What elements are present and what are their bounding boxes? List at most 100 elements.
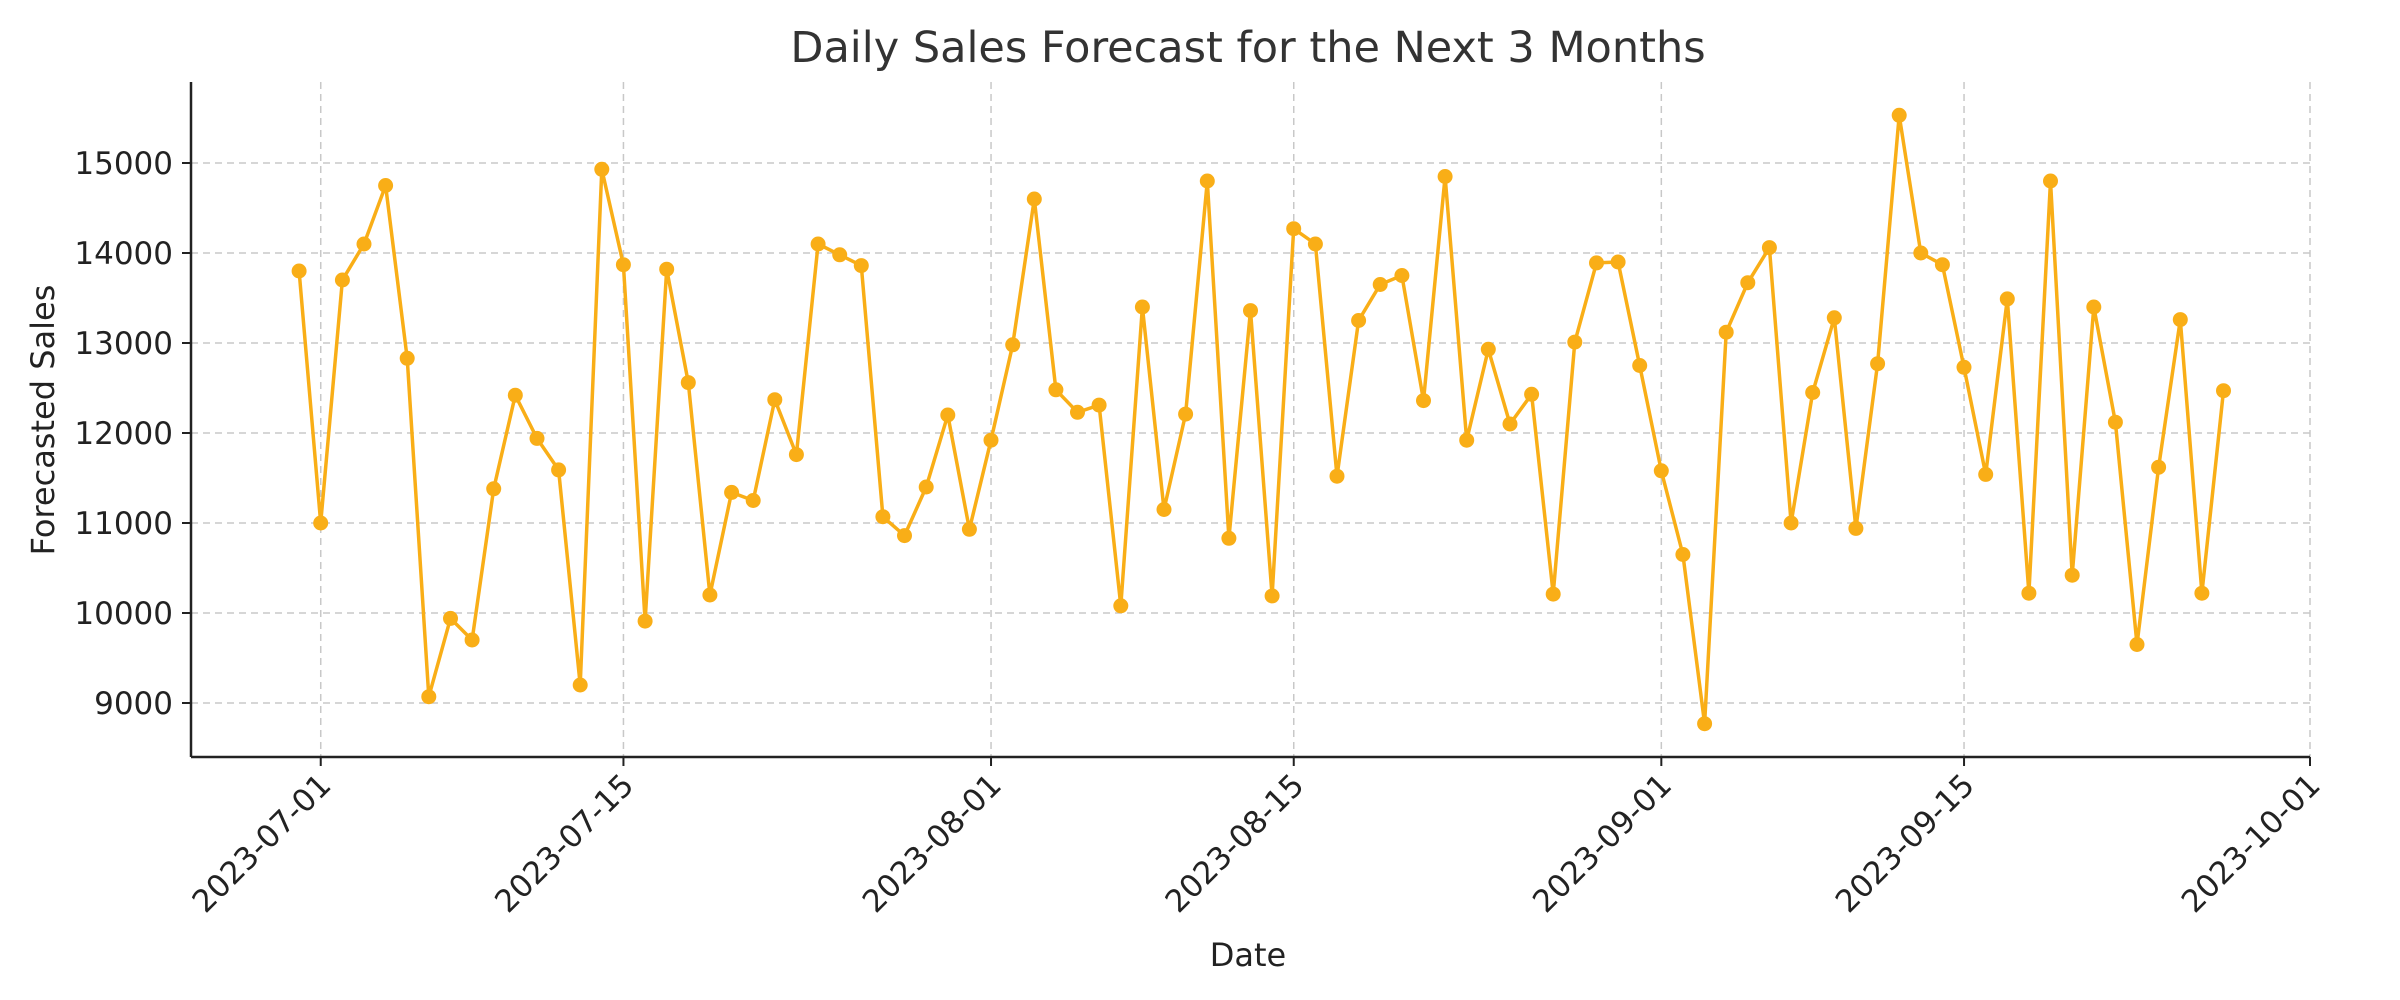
data-point xyxy=(1091,397,1107,413)
data-point xyxy=(1178,406,1194,422)
data-point xyxy=(1675,547,1691,562)
data-point xyxy=(680,375,696,391)
data-point xyxy=(1978,466,1994,482)
data-point xyxy=(1113,598,1129,614)
data-point xyxy=(615,257,631,273)
y-tick-label: 13000 xyxy=(74,326,173,362)
data-point xyxy=(853,258,869,274)
data-point xyxy=(1329,468,1345,484)
data-point xyxy=(421,689,437,705)
series-layer xyxy=(291,107,2231,732)
data-point xyxy=(1156,502,1172,517)
data-point xyxy=(1394,268,1410,283)
data-point xyxy=(399,350,415,366)
data-point xyxy=(1524,386,1540,402)
data-point xyxy=(1697,716,1713,732)
data-point xyxy=(1005,337,1021,353)
data-point xyxy=(2086,299,2102,315)
data-point xyxy=(1264,588,1280,604)
data-point xyxy=(1848,520,1864,536)
series-line xyxy=(297,113,2226,726)
data-point xyxy=(2172,312,2188,328)
data-point xyxy=(1891,107,1907,123)
data-point xyxy=(702,587,718,603)
data-point xyxy=(2107,414,2123,430)
data-point xyxy=(1783,515,1799,531)
data-point xyxy=(551,462,567,478)
data-point xyxy=(594,161,610,177)
data-point xyxy=(724,484,740,500)
data-point xyxy=(1740,275,1756,291)
x-tick-label: 2023-10-01 xyxy=(2175,767,2328,920)
data-point xyxy=(1199,173,1215,189)
data-point xyxy=(1372,277,1388,292)
data-point xyxy=(486,481,502,497)
data-point xyxy=(940,407,956,423)
data-point xyxy=(1934,257,1950,273)
data-point xyxy=(378,178,394,193)
data-point xyxy=(1632,358,1648,373)
data-point xyxy=(788,447,804,463)
data-point xyxy=(334,272,350,288)
y-tick-label: 10000 xyxy=(74,596,173,632)
data-point xyxy=(1286,221,1302,237)
data-point xyxy=(2216,383,2231,399)
y-tick-label: 11000 xyxy=(74,506,173,542)
data-point xyxy=(1351,313,1367,328)
y-tick-label: 14000 xyxy=(74,236,173,272)
axes: 9000 10000 11000 12000 13000 14000 15000 2023-0… xyxy=(74,82,2328,920)
data-point xyxy=(1459,432,1475,448)
data-point xyxy=(659,261,675,277)
data-point xyxy=(2021,585,2037,601)
data-point xyxy=(810,236,826,252)
data-point xyxy=(1307,236,1323,252)
x-tick-label: 2023-08-01 xyxy=(856,767,1009,920)
data-point xyxy=(1956,359,1972,375)
data-point xyxy=(961,521,977,537)
data-point xyxy=(1718,324,1734,340)
y-tick-label: 12000 xyxy=(74,416,173,452)
data-point xyxy=(1070,404,1085,420)
data-point xyxy=(1589,255,1604,271)
data-point xyxy=(529,430,545,446)
data-point xyxy=(313,515,329,531)
chart-title: Daily Sales Forecast for the Next 3 Mont… xyxy=(790,23,1705,73)
data-point xyxy=(2064,567,2080,583)
data-point xyxy=(443,610,458,626)
y-tick-label: 15000 xyxy=(74,146,173,182)
x-tick-label: 2023-07-01 xyxy=(186,767,339,920)
data-point xyxy=(1502,416,1518,432)
data-point xyxy=(1913,245,1929,261)
data-point xyxy=(1567,334,1583,350)
data-point xyxy=(291,263,307,279)
gridlines xyxy=(191,82,2311,757)
data-point xyxy=(1221,530,1237,546)
data-point xyxy=(983,432,999,448)
x-tick-label: 2023-07-15 xyxy=(488,767,641,920)
data-point xyxy=(356,236,372,252)
data-point xyxy=(1480,341,1496,357)
data-point xyxy=(897,528,912,544)
data-point xyxy=(1243,303,1258,319)
data-point xyxy=(1805,385,1821,400)
data-point xyxy=(2043,173,2058,189)
x-axis-label: Date xyxy=(1210,936,1286,974)
data-point xyxy=(1134,299,1150,315)
data-point xyxy=(875,509,891,525)
data-point xyxy=(2129,637,2145,652)
x-tick-label: 2023-09-15 xyxy=(1829,767,1982,920)
x-tick-label: 2023-08-15 xyxy=(1159,767,1312,920)
data-point xyxy=(1026,191,1042,207)
y-tick-label: 9000 xyxy=(94,686,173,722)
data-point xyxy=(1437,169,1453,184)
x-tick-label: 2023-09-01 xyxy=(1526,767,1679,920)
data-point xyxy=(1048,382,1064,398)
data-point xyxy=(767,392,783,408)
y-axis-label: Forecasted Sales xyxy=(24,285,62,556)
data-point xyxy=(1545,586,1561,602)
data-point xyxy=(637,613,653,629)
data-point xyxy=(507,387,523,403)
data-point xyxy=(1826,310,1842,326)
